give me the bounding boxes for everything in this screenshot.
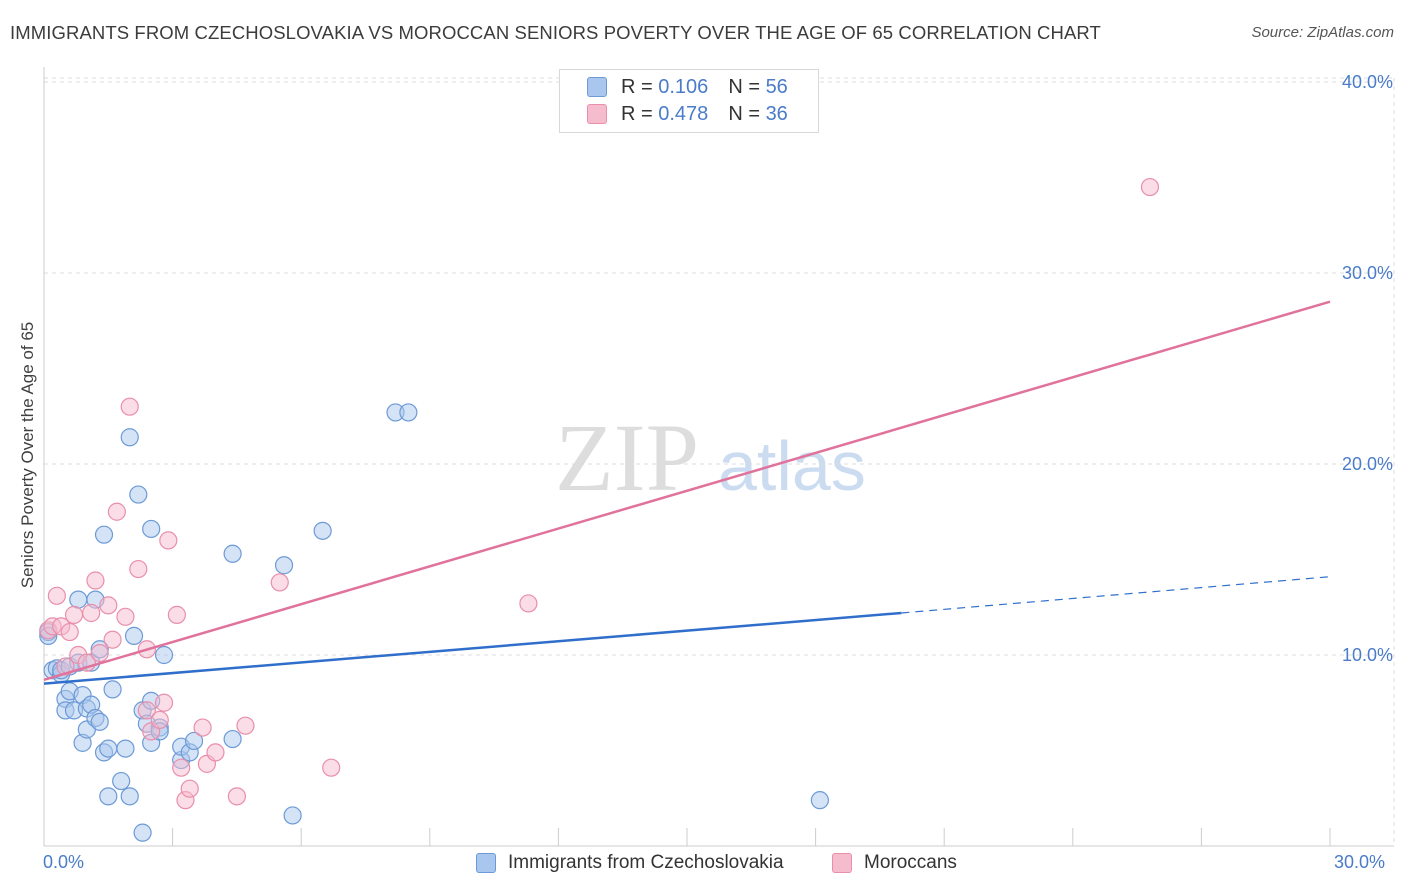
point-moroccans bbox=[193, 718, 212, 737]
point-czechoslovakia bbox=[184, 731, 204, 751]
legend-r-label: R = bbox=[621, 102, 653, 125]
point-czechoslovakia bbox=[154, 645, 174, 665]
trend-lines bbox=[43, 300, 1331, 685]
bottom-legend-czechoslovakia: Immigrants from Czechoslovakia bbox=[476, 852, 784, 874]
x-tick-label-min: 0.0% bbox=[43, 852, 85, 872]
point-moroccans bbox=[236, 716, 255, 735]
series-moroccans-points bbox=[39, 177, 1160, 810]
point-czechoslovakia bbox=[116, 739, 135, 758]
trend-line-czechoslovakia-extrapolated bbox=[901, 576, 1331, 614]
point-czechoslovakia bbox=[120, 428, 139, 447]
point-moroccans bbox=[90, 643, 109, 663]
legend-r-value: 0.106 bbox=[658, 75, 709, 98]
legend-n-value: 36 bbox=[765, 102, 788, 125]
legend-row-czechoslovakia: R = 0.106 N = 56 bbox=[587, 75, 788, 99]
point-moroccans bbox=[64, 605, 84, 624]
point-czechoslovakia bbox=[274, 556, 294, 575]
bottom-legend-swatch-blue bbox=[476, 853, 496, 873]
axes bbox=[43, 67, 1394, 847]
point-czechoslovakia bbox=[399, 403, 418, 422]
point-moroccans bbox=[137, 701, 156, 720]
point-czechoslovakia bbox=[94, 525, 114, 544]
point-moroccans bbox=[60, 622, 79, 642]
point-moroccans bbox=[116, 607, 135, 626]
y-tick-label: 30.0% bbox=[1342, 263, 1393, 283]
point-moroccans bbox=[227, 787, 246, 806]
point-czechoslovakia bbox=[124, 626, 144, 646]
point-moroccans bbox=[120, 397, 139, 416]
point-moroccans bbox=[322, 758, 341, 777]
chart-title: IMMIGRANTS FROM CZECHOSLOVAKIA VS MOROCC… bbox=[10, 22, 1101, 43]
point-czechoslovakia bbox=[129, 485, 148, 504]
point-moroccans bbox=[154, 693, 174, 712]
bottom-legend-moroccans: Moroccans bbox=[832, 852, 957, 874]
point-czechoslovakia bbox=[103, 680, 122, 699]
legend-n-label: N = bbox=[728, 102, 760, 125]
legend-swatch-blue bbox=[587, 77, 607, 97]
point-czechoslovakia bbox=[313, 521, 332, 540]
trend-line-moroccans bbox=[43, 300, 1331, 682]
legend-n-label: N = bbox=[728, 75, 760, 98]
point-moroccans bbox=[206, 743, 225, 762]
point-moroccans bbox=[99, 596, 118, 615]
bottom-legend-label: Immigrants from Czechoslovakia bbox=[508, 852, 784, 873]
point-moroccans bbox=[47, 586, 66, 605]
point-czechoslovakia bbox=[223, 729, 242, 749]
legend-r-label: R = bbox=[621, 75, 653, 98]
point-czechoslovakia bbox=[142, 519, 161, 539]
y-tick-label: 10.0% bbox=[1342, 645, 1393, 665]
point-moroccans bbox=[1140, 177, 1160, 197]
bottom-legend-label: Moroccans bbox=[864, 852, 957, 873]
point-czechoslovakia bbox=[133, 823, 152, 842]
point-moroccans bbox=[103, 630, 122, 649]
point-moroccans bbox=[129, 559, 148, 579]
legend-r-value: 0.478 bbox=[658, 102, 709, 125]
point-czechoslovakia bbox=[90, 712, 109, 731]
point-czechoslovakia bbox=[99, 739, 118, 758]
bottom-legend-swatch-pink bbox=[832, 853, 852, 873]
point-czechoslovakia bbox=[112, 771, 131, 791]
watermark-atlas: atlas bbox=[718, 427, 866, 505]
point-moroccans bbox=[180, 779, 199, 798]
point-czechoslovakia bbox=[223, 544, 242, 563]
point-moroccans bbox=[172, 758, 191, 777]
point-moroccans bbox=[107, 502, 126, 521]
point-moroccans bbox=[82, 603, 101, 623]
legend-n-value: 56 bbox=[765, 75, 788, 98]
point-czechoslovakia bbox=[810, 791, 829, 810]
point-moroccans bbox=[519, 594, 538, 613]
series-czechoslovakia-points bbox=[39, 403, 829, 842]
point-moroccans bbox=[270, 573, 289, 592]
trend-line-czechoslovakia bbox=[43, 611, 902, 685]
y-tick-label: 20.0% bbox=[1342, 454, 1393, 474]
legend-swatch-pink bbox=[587, 104, 607, 124]
point-moroccans bbox=[167, 605, 186, 624]
watermark: ZIP atlas bbox=[555, 404, 866, 511]
legend-row-moroccans: R = 0.478 N = 36 bbox=[587, 102, 788, 126]
x-tick-label-max: 30.0% bbox=[1334, 852, 1386, 872]
point-czechoslovakia bbox=[120, 787, 139, 806]
point-czechoslovakia bbox=[69, 590, 88, 609]
point-czechoslovakia bbox=[283, 806, 302, 825]
source-label: Source: ZipAtlas.com bbox=[1251, 24, 1394, 41]
correlation-legend: R = 0.106 N = 56 R = 0.478 N = 36 bbox=[559, 69, 819, 133]
point-moroccans bbox=[86, 571, 105, 590]
point-czechoslovakia bbox=[99, 787, 118, 806]
watermark-zip: ZIP bbox=[555, 404, 699, 511]
point-moroccans bbox=[56, 657, 75, 676]
y-tick-labels: 10.0% 20.0% 30.0% 40.0% bbox=[1342, 72, 1393, 665]
point-moroccans bbox=[150, 710, 169, 730]
y-tick-label: 40.0% bbox=[1342, 72, 1393, 92]
point-moroccans bbox=[159, 531, 178, 550]
